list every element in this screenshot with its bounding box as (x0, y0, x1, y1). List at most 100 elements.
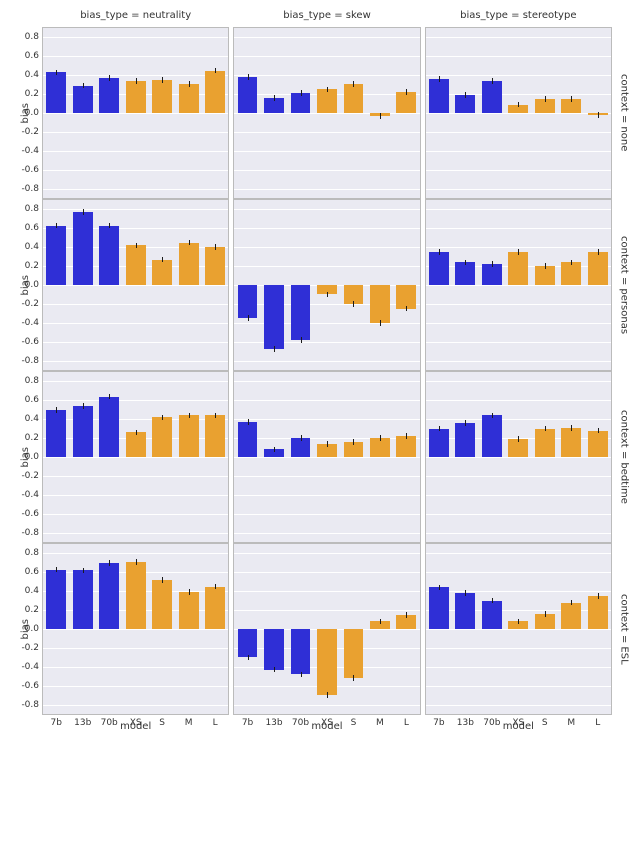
bar (588, 252, 608, 285)
gridline (43, 209, 228, 210)
ytick-label: -0.8 (21, 184, 39, 194)
bar (73, 570, 93, 629)
gridline (234, 75, 419, 76)
plot-area (425, 371, 612, 543)
error-bar (439, 585, 440, 591)
bar (179, 592, 199, 629)
gridline (426, 304, 611, 305)
gridline (234, 342, 419, 343)
bar (152, 80, 172, 113)
bar (482, 264, 502, 285)
bar (482, 81, 502, 113)
ytick-label: 0.0 (25, 452, 39, 462)
ytick-label: 0.6 (25, 223, 39, 233)
error-bar (465, 590, 466, 596)
gridline (43, 113, 228, 114)
facet-panel: 7b13b70bXSSML (233, 543, 420, 715)
error-bar (492, 78, 493, 84)
gridline (426, 323, 611, 324)
facet-panel (233, 199, 420, 371)
error-bar (353, 439, 354, 445)
gridline (234, 553, 419, 554)
ytick-label: -0.2 (21, 127, 39, 137)
bar (429, 252, 449, 285)
error-bar (162, 577, 163, 583)
bar (152, 580, 172, 629)
error-bar (518, 619, 519, 625)
xtick-label: M (376, 718, 384, 728)
bar (205, 415, 225, 457)
error-bar (109, 75, 110, 81)
xtick-label: 7b (242, 718, 253, 728)
bar (205, 71, 225, 114)
error-bar (571, 260, 572, 266)
gridline (43, 342, 228, 343)
gridline (426, 113, 611, 114)
gridline (426, 342, 611, 343)
error-bar (518, 249, 519, 255)
xtick-label: S (351, 718, 357, 728)
error-bar (571, 425, 572, 431)
error-bar (136, 78, 137, 84)
error-bar (162, 257, 163, 263)
ytick-label: 0.2 (25, 605, 39, 615)
bar (126, 245, 146, 285)
ytick-label: -0.4 (21, 490, 39, 500)
gridline (426, 37, 611, 38)
bar (179, 243, 199, 286)
error-bar (598, 428, 599, 434)
gridline (426, 209, 611, 210)
gridline (426, 400, 611, 401)
xtick-label: L (595, 718, 600, 728)
error-bar (571, 600, 572, 606)
gridline (426, 75, 611, 76)
bar (126, 432, 146, 457)
error-bar (215, 413, 216, 419)
error-bar (189, 589, 190, 595)
bar (317, 89, 337, 113)
plot-area (233, 27, 420, 199)
error-bar (189, 413, 190, 419)
row-title: context = none (616, 74, 629, 151)
gridline (234, 572, 419, 573)
ytick-label: -0.2 (21, 299, 39, 309)
plot-area (233, 199, 420, 371)
bar (264, 285, 284, 349)
gridline (426, 648, 611, 649)
error-bar (465, 260, 466, 266)
bar (482, 601, 502, 629)
xtick-label: 70b (292, 718, 309, 728)
error-bar (380, 113, 381, 119)
ytick-label: 0.6 (25, 51, 39, 61)
facet-panel: -0.8-0.6-0.4-0.20.00.20.40.60.8 (42, 371, 229, 543)
gridline (426, 514, 611, 515)
error-bar (301, 435, 302, 441)
gridline (234, 514, 419, 515)
bar (455, 423, 475, 457)
gridline (234, 610, 419, 611)
plot-area (233, 371, 420, 543)
error-bar (327, 441, 328, 447)
error-bar (518, 102, 519, 108)
gridline (43, 419, 228, 420)
error-bar (83, 568, 84, 574)
error-bar (274, 667, 275, 673)
gridline (426, 381, 611, 382)
bar (238, 77, 258, 113)
error-bar (215, 244, 216, 250)
gridline (426, 686, 611, 687)
gridline (43, 648, 228, 649)
ytick-label: 0.4 (25, 414, 39, 424)
ytick-label: -0.8 (21, 356, 39, 366)
bar (561, 428, 581, 457)
bar (152, 260, 172, 286)
error-bar (162, 415, 163, 421)
ytick-label: -0.8 (21, 528, 39, 538)
plot-area (425, 199, 612, 371)
gridline (43, 381, 228, 382)
error-bar (248, 419, 249, 425)
gridline (43, 361, 228, 362)
xtick-label: 70b (483, 718, 500, 728)
col-title-2: bias_type = stereotype (425, 10, 612, 23)
gridline (234, 495, 419, 496)
